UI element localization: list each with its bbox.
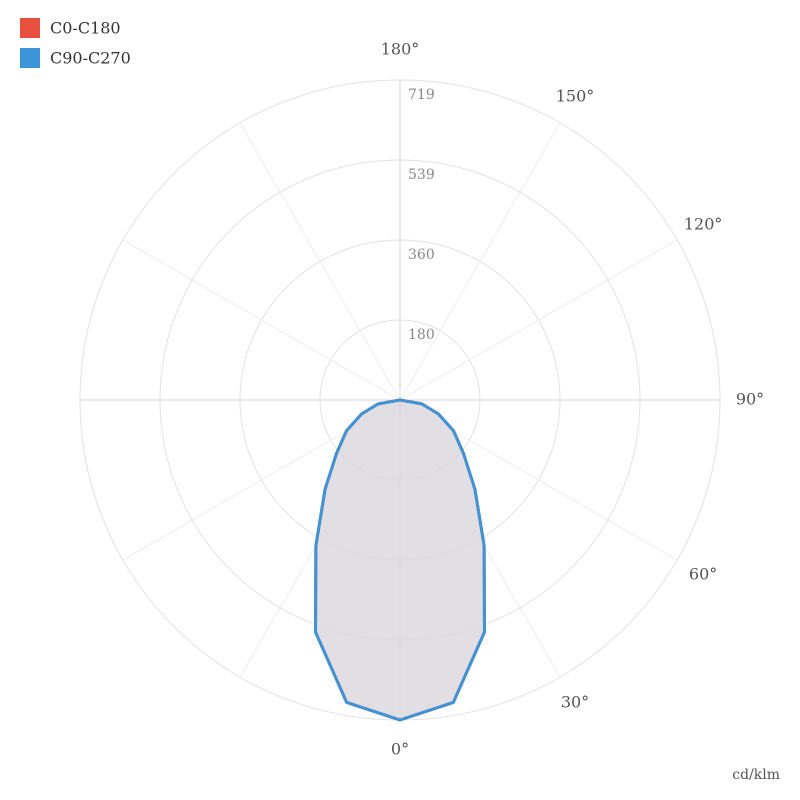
legend-label: C0-C180 (50, 19, 121, 38)
angle-tick-label: 60° (689, 565, 717, 584)
legend-swatch (20, 18, 40, 38)
r-tick-label: 539 (408, 167, 435, 183)
grid-spoke (399, 122, 561, 401)
r-tick-label: 180 (408, 327, 435, 343)
area (315, 400, 485, 720)
legend-label: C90-C270 (50, 49, 131, 68)
grid-spoke (399, 239, 678, 401)
angle-tick-label: 90° (736, 390, 764, 409)
angle-tick-label: 0° (391, 740, 409, 759)
angle-tick-label: 150° (556, 86, 595, 105)
grid-spoke (122, 239, 401, 401)
angle-tick-label: 30° (561, 693, 589, 712)
series-line (314, 398, 486, 722)
legend-swatch (20, 48, 40, 68)
unit-label: cd/klm (732, 767, 780, 783)
angle-tick-label: 120° (684, 215, 723, 234)
r-tick-label: 719 (408, 87, 435, 103)
grid-spoke (239, 122, 401, 401)
r-tick-label: 360 (408, 247, 435, 263)
angle-tick-label: 180° (381, 40, 420, 59)
